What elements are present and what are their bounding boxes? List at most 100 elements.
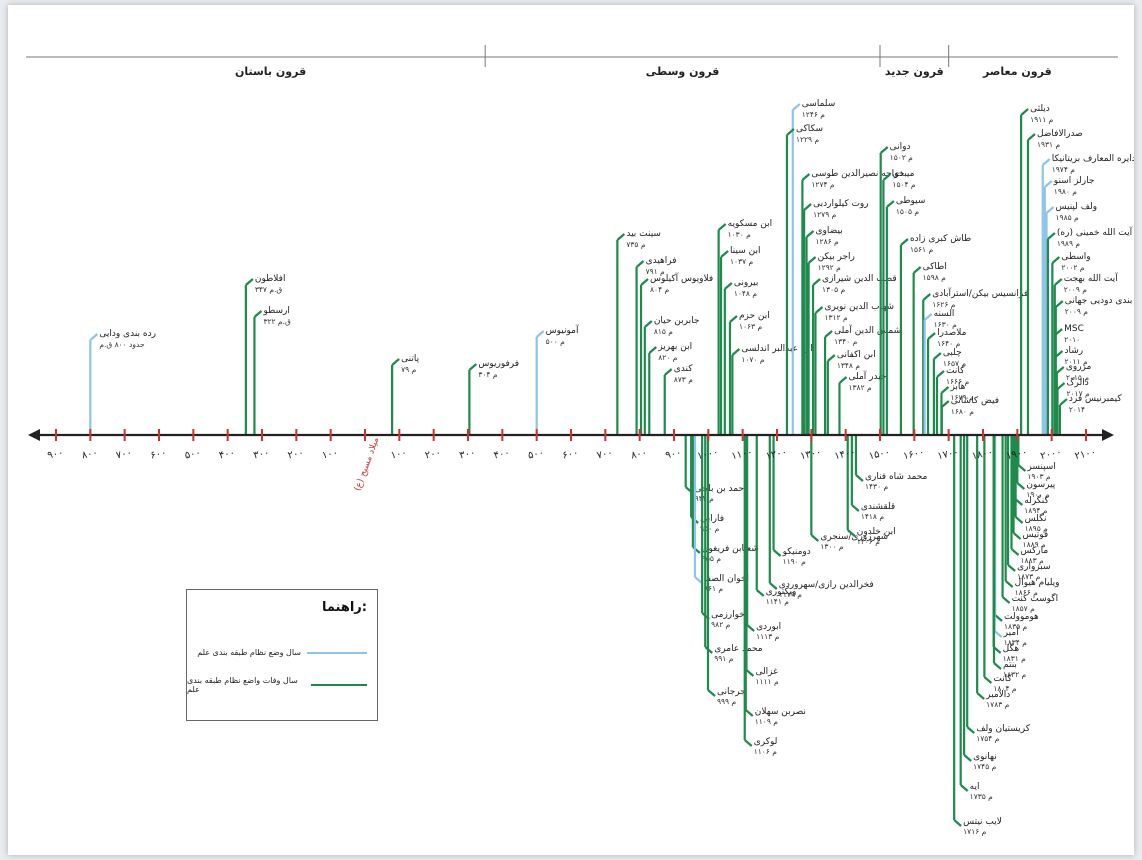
entry-name: طاش کبری زاده xyxy=(910,234,971,244)
entry-hook xyxy=(1054,278,1063,286)
entry-year: ۱۵۰۲ م xyxy=(890,153,914,162)
entry-year: ۱۸۷۳ م xyxy=(1017,572,1041,581)
entry-year: ۱۸۹۴ م xyxy=(1024,506,1048,515)
entry-year: ۱۵۰۵ م xyxy=(896,207,920,216)
entry-hook xyxy=(720,250,729,258)
entry-year: ۱۳۸۲ م xyxy=(848,383,872,392)
entry-name: ایه xyxy=(970,782,980,792)
entry-hook xyxy=(772,549,782,557)
axis-tick-label: ۱۸۰۰ xyxy=(971,447,994,462)
entry-hook xyxy=(745,669,755,677)
axis-tick-label: ۲۰۰ xyxy=(287,447,305,461)
entry-hook xyxy=(1042,158,1051,166)
entry-year: ۱۷۴۵ م xyxy=(973,762,997,771)
entry-year: ۱۹۸۵ م xyxy=(1056,213,1080,222)
entry-year: ۱۶۳۰ م xyxy=(934,320,958,329)
entry-year: ۱۶۸۰ م xyxy=(951,407,975,416)
entry-hook xyxy=(707,689,716,697)
entry-year: ۱۸۸۳ م xyxy=(1020,556,1043,565)
entry-hook xyxy=(827,354,836,362)
entry-hook xyxy=(966,726,975,734)
entry-year: ۵۰۰ م xyxy=(546,337,565,346)
entry-hook xyxy=(936,370,945,378)
axis-tick-label: ۸۰۰ xyxy=(81,447,99,461)
entry-name: فارابی xyxy=(700,514,724,524)
entry-name: شهاب الدین نویری xyxy=(824,302,894,312)
axis-tick-label: ۷۰۰ xyxy=(596,447,614,461)
axis-tick-label: ۱۰۰ xyxy=(390,447,408,461)
entry-year: ۷۹ م xyxy=(401,365,416,374)
entry-hook xyxy=(983,676,993,684)
entry-year: ۲۰۱۷ م xyxy=(1067,389,1091,398)
era-label: قرون معاصر xyxy=(982,65,1052,78)
entry-name: ابن بهریز xyxy=(657,342,692,352)
entry-hook xyxy=(927,332,936,340)
entry-hook xyxy=(535,330,545,338)
axis-tick-label: ۹۰۰ xyxy=(664,447,682,461)
entry-year: ۸۲۰ م xyxy=(658,353,677,362)
era-band: قرون باستان قرون وسطی قرون جدید قرون معاصر xyxy=(26,45,1118,78)
entry-year: ۹۵۵ م xyxy=(702,554,721,563)
entry-hook xyxy=(694,576,703,584)
axis-tick-label: ۱۵۰۰ xyxy=(868,447,891,462)
entry-hook xyxy=(1055,300,1064,308)
entry-year: ۲۰۱۰ xyxy=(1064,335,1080,344)
axis-tick-label: ۳۰۰ xyxy=(252,447,270,461)
entry-name: دالرگ xyxy=(1067,376,1089,388)
entry-name: افلاطون xyxy=(255,274,286,284)
entry-name: کانت xyxy=(993,674,1012,684)
entry-year: ۱۵۶۱ م xyxy=(910,245,934,254)
entry-hook xyxy=(792,103,801,111)
entry-hook xyxy=(648,346,657,354)
entry-year: ۱۵۹۸ م xyxy=(923,273,947,282)
entry-hook xyxy=(1059,398,1068,406)
entry-year: ۳۲۲ ق.م xyxy=(263,317,291,326)
entry-hook xyxy=(912,266,922,274)
legend-label-death: سال وفات واضع نظام طبقه بندی علم xyxy=(187,676,298,694)
entry-hook xyxy=(1045,206,1055,214)
legend-item-death: سال وفات واضع نظام طبقه بندی علم xyxy=(187,676,367,694)
axis-tick-label: ۲۰۰۰ xyxy=(1039,447,1062,462)
entry-name: نگلس xyxy=(1025,512,1047,524)
entry-name: بیرونی xyxy=(734,278,759,288)
entry-year: ۱۱۰۶ م xyxy=(754,747,778,756)
entry-year: ۱۹۸۰ م xyxy=(1054,187,1078,196)
entry-name: دایره المعارف بریتانیکا xyxy=(1052,154,1134,164)
entry-hook xyxy=(810,534,820,542)
entry-name: هگل xyxy=(1003,642,1020,654)
entry-name: هوموولت xyxy=(1004,612,1039,622)
entry-name: دومنیکو xyxy=(782,547,811,557)
entry-name: لوکری xyxy=(754,737,778,747)
entry-hook xyxy=(851,504,860,512)
entry-name: رده بندی ودایی xyxy=(99,329,156,339)
axis-arrow-left xyxy=(28,429,40,441)
entry-name: شمس الدین آملی xyxy=(834,324,901,336)
entry-name: لایب نیتس xyxy=(963,817,1002,827)
entry-year: ۱۱۱۱ م xyxy=(755,677,779,686)
axis-tick-label: ۱۴۰۰ xyxy=(833,447,856,462)
entry-name: اخوان الصفا xyxy=(704,574,749,584)
entry-year: ۱۷۱۶ م xyxy=(963,827,987,836)
entry-name: رشاد xyxy=(1064,346,1083,356)
entry-year: ۱۴۳۰ م xyxy=(865,482,889,491)
entry-hook xyxy=(89,333,99,341)
